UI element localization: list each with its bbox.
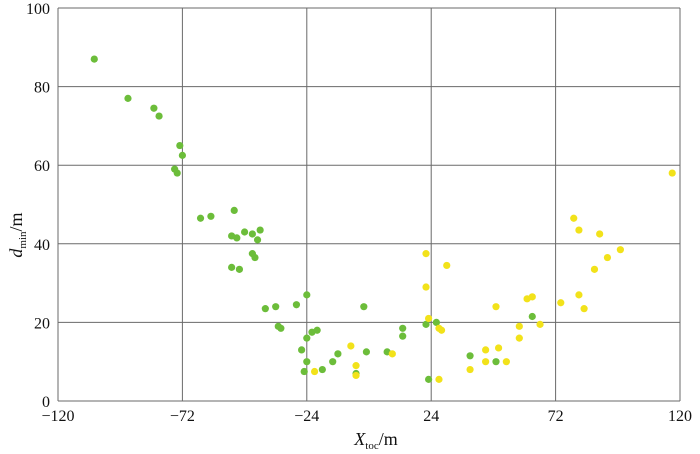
scatter-point — [298, 346, 306, 354]
y-tick-label: 80 — [34, 80, 50, 97]
x-tick-label: −120 — [41, 408, 74, 425]
scatter-point — [303, 291, 311, 299]
scatter-point — [150, 104, 158, 112]
y-axis-title-sub: min — [17, 231, 29, 249]
scatter-point — [124, 94, 132, 102]
x-tick-label: 120 — [668, 408, 692, 425]
y-tick-label: 20 — [34, 315, 50, 332]
scatter-point — [362, 348, 371, 356]
scatter-point — [352, 371, 360, 380]
x-axis-title-unit: /m — [379, 429, 398, 449]
x-axis-title-main: X — [353, 429, 366, 449]
scatter-point — [422, 283, 430, 291]
scatter-point — [502, 358, 510, 366]
scatter-point — [596, 230, 604, 238]
scatter-point — [603, 253, 612, 262]
y-axis-title-main: d — [6, 248, 26, 258]
scatter-point — [176, 141, 184, 150]
scatter-point — [173, 169, 181, 177]
scatter-point — [300, 367, 308, 376]
scatter-point — [492, 358, 500, 366]
scatter-point — [253, 236, 262, 244]
scatter-point — [207, 212, 215, 220]
scatter-point — [388, 350, 396, 358]
scatter-point — [251, 253, 259, 262]
scatter-point — [432, 318, 440, 326]
scatter-point — [422, 250, 430, 258]
scatter-point — [492, 303, 500, 311]
scatter-point — [261, 305, 269, 313]
x-axis-title: Xtoc/m — [353, 429, 397, 452]
scatter-point — [352, 362, 360, 370]
tick-labels: 0 20 40 60 80 100 −120 −72 −24 24 72 120 — [26, 1, 692, 425]
data-points — [90, 55, 676, 383]
scatter-point — [575, 291, 583, 299]
scatter-point — [466, 352, 474, 360]
scatter-point — [90, 55, 98, 63]
scatter-point — [399, 324, 407, 332]
y-tick-label: 60 — [34, 158, 50, 175]
x-tick-label: −72 — [170, 408, 195, 425]
scatter-point — [437, 326, 446, 334]
scatter-point — [536, 320, 544, 328]
scatter-point — [466, 365, 474, 374]
scatter-point — [590, 265, 599, 273]
scatter-point — [570, 214, 578, 222]
scatter-point — [616, 246, 624, 254]
scatter-point — [313, 326, 321, 334]
scatter-point — [303, 334, 311, 342]
scatter-point — [575, 226, 583, 234]
scatter-point — [178, 151, 186, 159]
scatter-point — [277, 324, 285, 332]
y-tick-label: 100 — [26, 1, 50, 18]
y-axis-title: dmin/m — [6, 212, 29, 257]
scatter-point — [482, 358, 490, 366]
scatter-point — [235, 265, 244, 273]
scatter-point — [248, 230, 256, 238]
scatter-point — [399, 332, 407, 340]
scatter-point — [334, 350, 342, 358]
scatter-point — [435, 375, 443, 383]
scatter-point — [494, 344, 503, 352]
scatter-point — [557, 299, 565, 307]
scatter-point — [256, 226, 264, 234]
scatter-point — [303, 358, 311, 366]
y-tick-label: 40 — [34, 237, 50, 254]
scatter-point — [272, 303, 280, 311]
gridlines — [57, 7, 681, 402]
y-tick-label: 0 — [42, 394, 50, 411]
scatter-point — [515, 322, 523, 330]
x-tick-label: 24 — [423, 408, 439, 425]
scatter-point — [196, 214, 205, 222]
scatter-point — [668, 169, 676, 177]
y-axis-title-unit: /m — [6, 212, 26, 231]
scatter-point — [292, 301, 301, 309]
x-tick-label: −24 — [294, 408, 319, 425]
scatter-point — [318, 365, 326, 374]
scatter-point — [233, 234, 241, 242]
scatter-point — [228, 263, 236, 271]
scatter-point — [329, 358, 337, 366]
x-tick-label: 72 — [548, 408, 564, 425]
x-axis-title-sub: toc — [365, 440, 379, 452]
scatter-point — [347, 342, 355, 350]
scatter-point — [155, 112, 163, 120]
scatter-point — [482, 346, 490, 354]
scatter-point — [425, 314, 433, 323]
scatter-point — [443, 261, 451, 270]
scatter-point — [241, 228, 249, 236]
scatter-point — [515, 334, 523, 342]
scatter-point — [360, 303, 368, 311]
scatter-point — [310, 367, 319, 376]
scatter-point — [528, 293, 536, 301]
scatter-point — [528, 312, 536, 321]
scatter-point — [230, 206, 238, 214]
scatter-point — [580, 305, 588, 313]
scatter-point — [422, 320, 430, 328]
scatter-point — [425, 375, 433, 383]
